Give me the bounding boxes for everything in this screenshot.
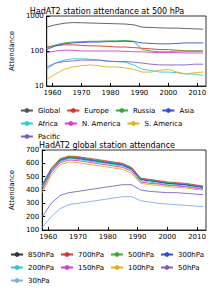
- svg-text:300hPa: 300hPa: [178, 251, 204, 259]
- svg-text:200hPa: 200hPa: [28, 264, 54, 272]
- svg-text:2000: 2000: [159, 89, 177, 97]
- svg-text:850hPa: 850hPa: [28, 251, 54, 259]
- svg-text:1970: 1970: [73, 89, 91, 97]
- svg-text:Russia: Russia: [133, 107, 156, 115]
- svg-text:Africa: Africa: [38, 120, 58, 128]
- svg-text:600: 600: [26, 159, 39, 167]
- svg-text:1960: 1960: [44, 89, 62, 97]
- svg-text:500: 500: [26, 173, 39, 181]
- svg-text:2000: 2000: [158, 233, 176, 241]
- svg-text:1000: 1000: [25, 12, 44, 20]
- svg-text:1960: 1960: [39, 233, 57, 241]
- svg-text:300: 300: [26, 199, 39, 207]
- svg-text:Attendance: Attendance: [8, 31, 16, 71]
- svg-text:1990: 1990: [129, 233, 147, 241]
- svg-text:700: 700: [26, 146, 39, 154]
- svg-text:500hPa: 500hPa: [128, 251, 154, 259]
- svg-text:200: 200: [26, 213, 39, 221]
- svg-text:1990: 1990: [130, 89, 148, 97]
- svg-text:HadAT2 global station attendan: HadAT2 global station attendance: [39, 141, 175, 150]
- svg-text:N. America: N. America: [82, 120, 121, 128]
- svg-text:Europe: Europe: [84, 107, 109, 115]
- svg-text:2010: 2010: [188, 233, 206, 241]
- svg-text:1970: 1970: [69, 233, 87, 241]
- svg-text:Global: Global: [38, 107, 60, 115]
- svg-text:Asia: Asia: [179, 107, 194, 115]
- svg-text:100hPa: 100hPa: [128, 264, 154, 272]
- svg-text:400: 400: [26, 186, 39, 194]
- svg-text:1980: 1980: [102, 89, 120, 97]
- svg-text:Pacific: Pacific: [38, 133, 60, 141]
- svg-text:700hPa: 700hPa: [78, 251, 104, 259]
- svg-text:1980: 1980: [99, 233, 117, 241]
- svg-text:100: 100: [26, 226, 39, 234]
- svg-text:150hPa: 150hPa: [78, 264, 104, 272]
- svg-text:S. America: S. America: [144, 120, 182, 128]
- svg-text:50hPa: 50hPa: [178, 264, 200, 272]
- svg-text:Attendance: Attendance: [8, 170, 16, 210]
- svg-text:100: 100: [30, 47, 43, 55]
- svg-text:HadAT2 station attendance at 5: HadAT2 station attendance at 500 hPa: [30, 7, 184, 16]
- svg-text:30hPa: 30hPa: [28, 277, 50, 285]
- svg-text:2010: 2010: [188, 89, 206, 97]
- svg-text:10: 10: [35, 82, 44, 90]
